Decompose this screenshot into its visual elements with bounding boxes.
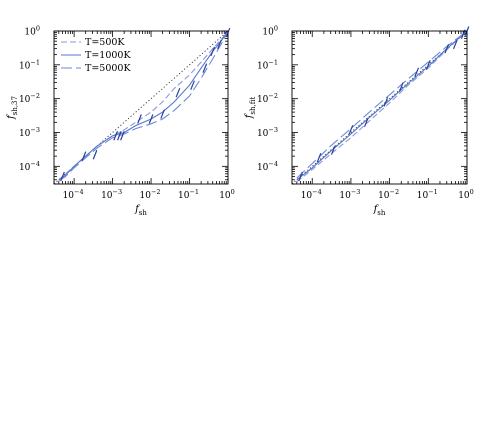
error-mark	[160, 109, 165, 119]
x-tick-label: 10−3	[101, 188, 122, 201]
x-tick-label: 10−2	[140, 188, 161, 201]
error-mark	[202, 63, 208, 73]
series-line-t-1000k	[58, 31, 228, 181]
error-mark	[81, 151, 87, 161]
right-panel: 10−4 10−3 10−2 10−1 100 10−4 10−3 10−2 10−1 100 fs…	[244, 25, 474, 218]
x-tick-label: 10−4	[301, 188, 322, 201]
x-tick-label: 10−3	[339, 188, 360, 201]
legend-label: T=1000K	[85, 50, 131, 61]
error-mark	[316, 152, 322, 163]
left-panel: 10−4 10−3 10−2 10−1 100 10−4 10−3 10−2 10−1 100 fs…	[6, 25, 235, 218]
y-tick-label: 10−1	[19, 58, 40, 71]
x-tick-label: 10−1	[417, 188, 438, 201]
error-marks	[298, 26, 470, 182]
error-mark	[60, 171, 65, 182]
error-mark	[425, 60, 431, 70]
x-axis-label: fsh	[373, 204, 386, 217]
y-tick-label: 100	[262, 25, 278, 38]
series-line-t-5000k	[58, 31, 228, 181]
series-line-curve-2	[296, 31, 467, 179]
error-mark	[414, 67, 420, 78]
error-mark	[120, 131, 125, 141]
legend-label: T=500K	[85, 37, 125, 48]
series-line-curve-0	[296, 31, 467, 183]
y-tick-label: 10−4	[19, 160, 40, 173]
error-mark	[452, 39, 458, 50]
y-tick-label: 10−2	[257, 92, 278, 105]
y-tick-label: 10−3	[257, 126, 278, 139]
reference-line-one-to-one	[292, 31, 467, 184]
error-mark	[210, 46, 216, 57]
y-tick-label: 10−1	[257, 58, 278, 71]
error-mark	[348, 125, 354, 135]
error-mark	[113, 131, 118, 141]
plot-frame	[291, 30, 468, 185]
error-mark	[175, 87, 181, 98]
y-tick-label: 10−3	[19, 126, 40, 139]
series-line-curve-1	[296, 31, 467, 181]
error-mark	[444, 43, 450, 54]
error-mark	[117, 131, 122, 141]
x-tick-label: 10−1	[178, 188, 199, 201]
legend: T=500K T=1000K T=5000K	[61, 37, 131, 74]
error-mark	[92, 150, 98, 160]
x-tick-label: 10−4	[63, 188, 84, 201]
y-tick-label: 10−4	[257, 160, 278, 173]
legend-label: T=5000K	[85, 63, 131, 74]
y-axis-label: fsh,37	[6, 96, 19, 120]
error-mark	[330, 145, 336, 155]
error-mark	[137, 114, 142, 124]
x-tick-label: 100	[458, 188, 474, 201]
x-tick-label: 10−2	[378, 188, 399, 201]
error-mark	[363, 117, 369, 128]
error-mark	[148, 114, 154, 124]
x-tick-label: 100	[219, 188, 235, 201]
error-mark	[190, 80, 195, 90]
y-tick-label: 10−2	[19, 92, 40, 105]
y-tick-label: 100	[24, 25, 40, 38]
reference-line-one-to-one	[54, 31, 228, 184]
error-marks	[60, 27, 231, 182]
error-mark	[398, 82, 404, 92]
error-mark	[383, 97, 389, 107]
error-mark	[298, 171, 303, 182]
plot-frame	[53, 30, 229, 185]
x-axis-label: fsh	[134, 204, 147, 217]
axis-ticks	[53, 30, 229, 185]
y-axis-label: fsh,fit	[244, 97, 257, 120]
error-mark	[217, 39, 222, 50]
